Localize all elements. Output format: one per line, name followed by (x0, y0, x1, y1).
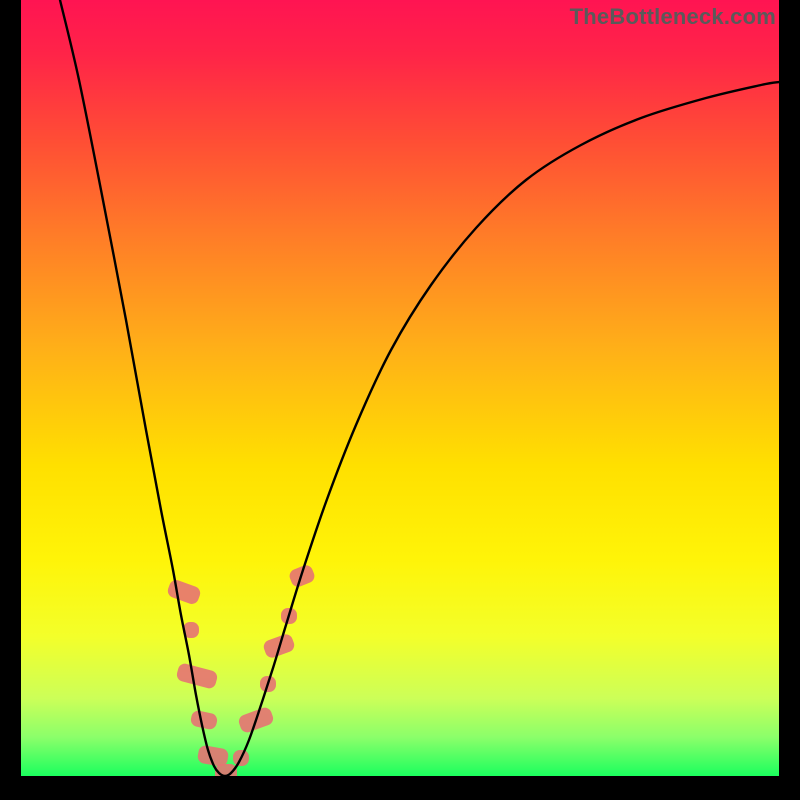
watermark-text: TheBottleneck.com (570, 4, 776, 30)
gradient-background (21, 0, 779, 776)
plot-area (21, 0, 779, 776)
plot-svg (21, 0, 779, 776)
chart-frame: TheBottleneck.com (0, 0, 800, 800)
